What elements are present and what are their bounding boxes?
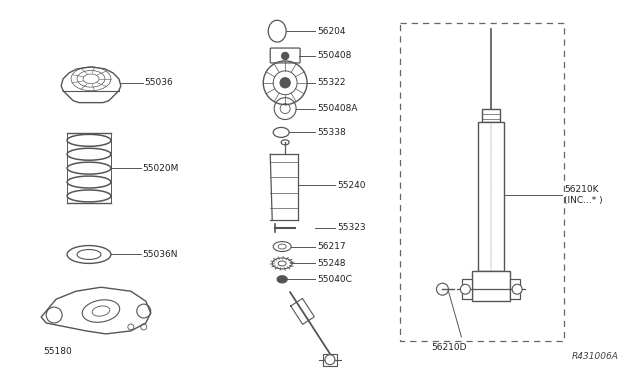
Circle shape <box>436 283 449 295</box>
Bar <box>483 109 500 122</box>
Text: 55036N: 55036N <box>143 250 179 259</box>
Text: R431006A: R431006A <box>572 352 619 361</box>
Circle shape <box>512 284 522 294</box>
Bar <box>399 23 564 341</box>
Bar <box>478 122 504 271</box>
Circle shape <box>280 78 290 88</box>
Text: 55323: 55323 <box>337 223 365 232</box>
Text: 55240: 55240 <box>337 180 365 189</box>
Text: 56210D: 56210D <box>431 343 467 352</box>
Text: 550408A: 550408A <box>317 104 358 113</box>
Bar <box>472 271 510 301</box>
Text: 56217: 56217 <box>317 242 346 251</box>
Text: 55338: 55338 <box>317 128 346 137</box>
Circle shape <box>325 355 335 365</box>
Circle shape <box>460 284 470 294</box>
Text: 55248: 55248 <box>317 259 346 268</box>
Text: 55322: 55322 <box>317 78 346 87</box>
Text: 55036: 55036 <box>145 78 173 87</box>
Text: 56210K
(INC...* ): 56210K (INC...* ) <box>564 185 603 205</box>
Text: 55020M: 55020M <box>143 164 179 173</box>
Text: 55040C: 55040C <box>317 275 352 284</box>
Bar <box>510 279 520 299</box>
Bar <box>462 279 472 299</box>
Text: 55180: 55180 <box>44 347 72 356</box>
Text: 550408: 550408 <box>317 51 351 61</box>
Text: 56204: 56204 <box>317 27 346 36</box>
Circle shape <box>282 52 289 60</box>
Ellipse shape <box>277 276 287 283</box>
Bar <box>323 354 337 366</box>
